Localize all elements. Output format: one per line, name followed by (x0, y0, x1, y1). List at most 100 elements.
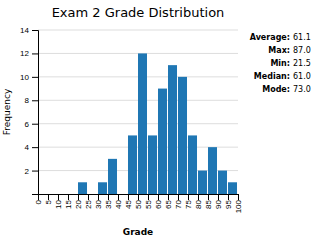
bar (138, 53, 147, 194)
x-tick: 85 (204, 194, 213, 209)
bar (88, 194, 97, 195)
stat-label: Mode: (262, 85, 290, 94)
x-tick-label: 85 (204, 199, 213, 208)
x-tick-mark (188, 194, 189, 200)
bar (48, 194, 57, 195)
x-tick-mark (48, 194, 49, 200)
y-tick-label: 14 (20, 26, 29, 35)
x-tick-mark (198, 194, 199, 200)
x-tick-mark (78, 194, 79, 200)
x-tick: 65 (164, 194, 173, 209)
stat-label: Average: (250, 33, 290, 42)
bar (168, 65, 177, 194)
y-tick-mark (32, 53, 38, 54)
bar (68, 194, 77, 195)
x-tick: 25 (84, 194, 93, 209)
x-tick-label: 40 (114, 199, 123, 208)
x-tick: 45 (124, 194, 133, 209)
x-axis: 0510152025303540455055606570758085909510… (34, 194, 243, 213)
bar (38, 194, 47, 195)
y-tick-label: 6 (25, 120, 30, 129)
bar (128, 135, 137, 194)
x-tick-label: 5 (44, 199, 53, 204)
x-tick: 100 (234, 194, 243, 213)
x-tick-mark (108, 194, 109, 200)
x-tick-label: 65 (164, 199, 173, 208)
y-tick-label: 10 (20, 73, 29, 82)
x-tick: 60 (154, 194, 163, 209)
x-tick: 95 (224, 194, 233, 209)
x-tick-mark (228, 194, 229, 200)
stat-value: 73.0 (293, 85, 311, 94)
x-axis-line (39, 195, 239, 201)
stats: Average:61.1Max:87.0Min:21.5Median:61.0M… (250, 33, 311, 94)
x-tick-label: 20 (74, 199, 83, 208)
x-tick-label: 45 (124, 199, 133, 208)
x-tick-mark (88, 194, 89, 200)
bar (228, 182, 237, 194)
x-tick-mark (58, 194, 59, 200)
x-tick-label: 55 (144, 199, 153, 208)
x-tick: 10 (54, 194, 63, 209)
x-tick-mark (68, 194, 69, 200)
x-tick-mark (218, 194, 219, 200)
x-tick-label: 0 (34, 199, 43, 204)
chart: Exam 2 Grade Distribution051015202530354… (0, 0, 320, 240)
x-tick-label: 30 (94, 199, 103, 208)
y-tick-mark (32, 30, 38, 31)
x-tick-label: 10 (54, 199, 63, 208)
y-tick-mark (32, 147, 38, 148)
x-tick: 15 (64, 194, 73, 209)
y-axis: 2 4 6 8 10 12 14 (20, 26, 38, 194)
stat-value: 61.1 (293, 33, 311, 42)
x-tick-label: 100 (234, 199, 243, 213)
x-tick-mark (158, 194, 159, 200)
bar (58, 194, 67, 195)
stat-value: 21.5 (293, 59, 311, 68)
x-tick-label: 60 (154, 199, 163, 208)
x-tick-label: 75 (184, 199, 193, 208)
y-tick-mark (32, 171, 38, 172)
x-tick-mark (178, 194, 179, 200)
y-tick-label: 4 (25, 143, 30, 152)
x-tick-label: 50 (134, 199, 143, 208)
x-tick: 40 (114, 194, 123, 209)
y-tick-mark (32, 77, 38, 78)
x-tick: 0 (34, 194, 43, 204)
title: Exam 2 Grade Distribution (52, 5, 225, 20)
x-tick: 80 (194, 194, 203, 209)
x-tick-mark (118, 194, 119, 200)
x-tick-mark (168, 194, 169, 200)
stat-label: Median: (254, 72, 290, 81)
grid-line (38, 30, 238, 31)
x-tick: 20 (74, 194, 83, 209)
bar (218, 171, 227, 194)
x-tick: 35 (104, 194, 113, 209)
stat-value: 87.0 (293, 46, 311, 55)
plot: 0510152025303540455055606570758085909510… (20, 26, 243, 213)
x-tick-label: 95 (224, 199, 233, 208)
bar (208, 147, 217, 194)
bar (158, 89, 167, 194)
x-tick: 90 (214, 194, 223, 209)
x-tick-label: 70 (174, 199, 183, 208)
bar (118, 194, 127, 195)
y-axis-label: Frequency (2, 88, 12, 135)
y-tick: 2 (25, 167, 38, 176)
y-tick: 14 (20, 26, 38, 35)
bar (108, 159, 117, 194)
bars (78, 53, 237, 194)
y-tick-mark (32, 124, 38, 125)
x-tick-mark (238, 194, 239, 200)
y-tick-mark (32, 100, 38, 101)
x-tick: 70 (174, 194, 183, 209)
x-tick-mark (128, 194, 129, 200)
y-tick: 12 (20, 49, 38, 58)
y-tick: 4 (25, 143, 38, 152)
x-tick-mark (148, 194, 149, 200)
y-tick: 10 (20, 73, 38, 82)
x-tick: 75 (184, 194, 193, 209)
bar (188, 135, 197, 194)
stat-label: Max: (268, 46, 290, 55)
y-tick: 8 (25, 96, 38, 105)
